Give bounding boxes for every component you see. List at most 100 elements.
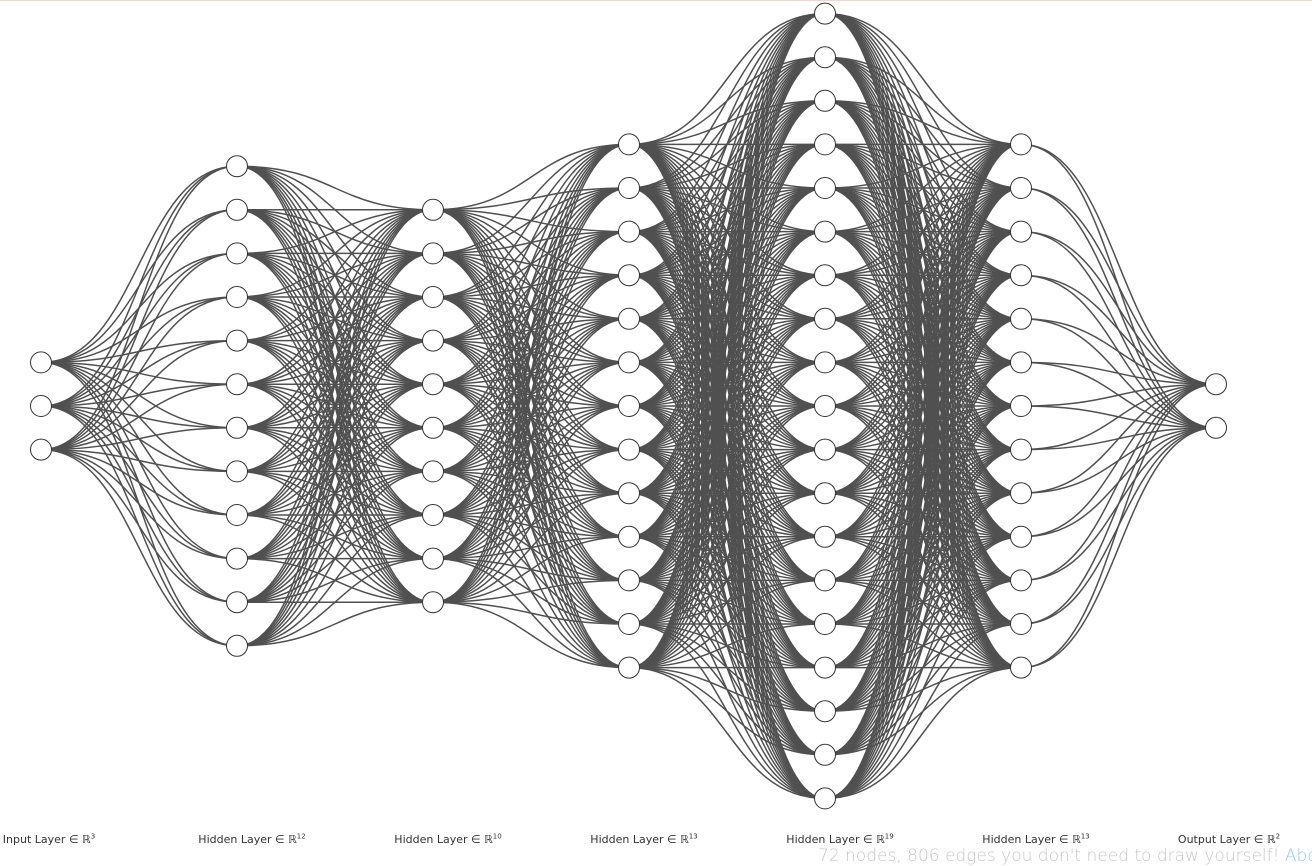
node-layer4-2 [814,89,836,112]
node-layer2-3 [422,329,444,352]
layer-label-text: Hidden Layer ∈ ℝ [394,833,493,846]
edge-l2-n9-to-n0 [432,143,630,603]
node-layer1-6 [226,416,248,439]
edge-l4-n18-to-n5 [824,361,1022,800]
edge-l0-n2-to-n5 [40,383,238,451]
node-layer4-6 [814,264,836,287]
node-group [30,2,1227,810]
edge-l1-n8-to-n0 [236,209,434,516]
edge-l0-n2-to-n3 [40,296,238,451]
edge-l5-n11-to-n0 [1020,383,1217,625]
edge-l3-n1-to-n0 [628,12,826,189]
edge-l2-n6-to-n0 [432,143,630,473]
edge-l5-n4-to-n0 [1020,318,1217,385]
edge-l3-n12-to-n14 [628,623,826,669]
edge-l3-n12-to-n1 [628,56,826,669]
footer-caption: 72 nodes, 806 edges you don't need to dr… [818,846,1312,866]
edge-l4-n18-to-n4 [824,318,1022,800]
footer-text: 72 nodes, 806 edges you don't need to dr… [818,846,1285,866]
node-layer4-8 [814,351,836,374]
edge-l3-n12-to-n18 [628,666,826,800]
edge-l5-n8-to-n0 [1020,383,1217,494]
node-layer3-0 [618,133,640,156]
edge-l5-n1-to-n0 [1020,187,1217,385]
edge-l1-n11-to-n1 [236,252,434,647]
edge-l3-n12-to-n13 [628,579,826,669]
edge-l2-n9-to-n6 [432,405,630,603]
layer-label-1: Hidden Layer ∈ ℝ12 [198,833,305,847]
edge-l4-n18-to-n11 [824,623,1022,800]
layer-label-text: Hidden Layer ∈ ℝ [786,833,885,846]
node-layer4-12 [814,525,836,548]
node-layer4-14 [814,613,836,635]
layer-label-2: Hidden Layer ∈ ℝ10 [394,833,501,847]
edge-l1-n11-to-n6 [236,470,434,647]
edge-l3-n11-to-n0 [628,12,826,625]
edge-l4-n17-to-n0 [824,143,1022,756]
edge-l5-n5-to-n0 [1020,361,1217,385]
edge-l3-n6-to-n0 [628,12,826,407]
edge-l3-n0-to-n0 [628,12,826,146]
edge-l1-n9-to-n0 [236,209,434,560]
node-layer1-4 [226,329,248,352]
node-layer6-0 [1205,373,1227,396]
node-layer1-3 [226,286,248,308]
node-layer3-6 [618,395,640,417]
node-layer3-3 [618,264,640,287]
edge-l4-n13-to-n0 [824,143,1022,582]
node-layer4-5 [814,220,836,243]
layer-dimension: 19 [884,832,894,841]
node-layer1-10 [226,591,248,614]
node-layer4-17 [814,743,836,766]
edge-l0-n2-to-n8 [40,448,238,516]
edge-l5-n6-to-n0 [1020,383,1217,407]
edge-l4-n18-to-n3 [824,274,1022,800]
about-link[interactable]: About [1284,846,1312,866]
node-layer1-9 [226,547,248,570]
node-layer4-15 [814,656,836,679]
edge-l1-n10-to-n0 [236,209,434,603]
layer-label-0: Input Layer ∈ ℝ3 [3,833,95,847]
node-layer2-6 [422,460,444,483]
edge-l2-n9-to-n10 [432,579,630,603]
node-layer2-1 [422,242,444,265]
edge-l3-n12-to-n16 [628,666,826,712]
node-layer5-6 [1010,395,1032,417]
node-layer5-1 [1010,177,1032,199]
edge-l3-n9-to-n0 [628,12,826,538]
edge-l0-n2-to-n2 [40,252,238,451]
node-layer2-9 [422,591,444,614]
edge-l0-n2-to-n4 [40,339,238,451]
edge-l2-n2-to-n0 [432,143,630,298]
node-layer0-0 [30,351,52,374]
edge-l1-n7-to-n0 [236,209,434,473]
layer-dimension: 12 [296,832,306,841]
edge-l0-n2-to-n7 [40,448,238,473]
edge-l2-n5-to-n0 [432,143,630,429]
edge-l4-n14-to-n0 [824,143,1022,625]
edge-l4-n4-to-n0 [824,143,1022,189]
node-layer4-3 [814,133,836,156]
edge-l4-n10-to-n0 [824,143,1022,451]
edge-l3-n12-to-n4 [628,187,826,669]
edge-l2-n4-to-n0 [432,143,630,385]
node-layer3-9 [618,525,640,548]
node-layer3-10 [618,569,640,592]
edge-l1-n11-to-n5 [236,427,434,647]
edge-l4-n18-to-n8 [824,492,1022,800]
node-layer4-13 [814,569,836,592]
node-layer2-7 [422,504,444,526]
edge-l4-n9-to-n0 [824,143,1022,407]
edge-l2-n9-to-n8 [432,492,630,603]
edge-l3-n7-to-n0 [628,12,826,451]
node-layer2-8 [422,547,444,570]
node-layer5-11 [1010,613,1032,635]
node-layer1-7 [226,460,248,483]
edge-l3-n12-to-n2 [628,100,826,669]
node-layer4-16 [814,700,836,723]
edge-l2-n9-to-n2 [432,230,630,603]
node-layer3-4 [618,307,640,330]
edge-l3-n12-to-n3 [628,143,826,669]
edge-l1-n11-to-n3 [236,339,434,647]
layer-label-6: Output Layer ∈ ℝ2 [1178,833,1280,847]
